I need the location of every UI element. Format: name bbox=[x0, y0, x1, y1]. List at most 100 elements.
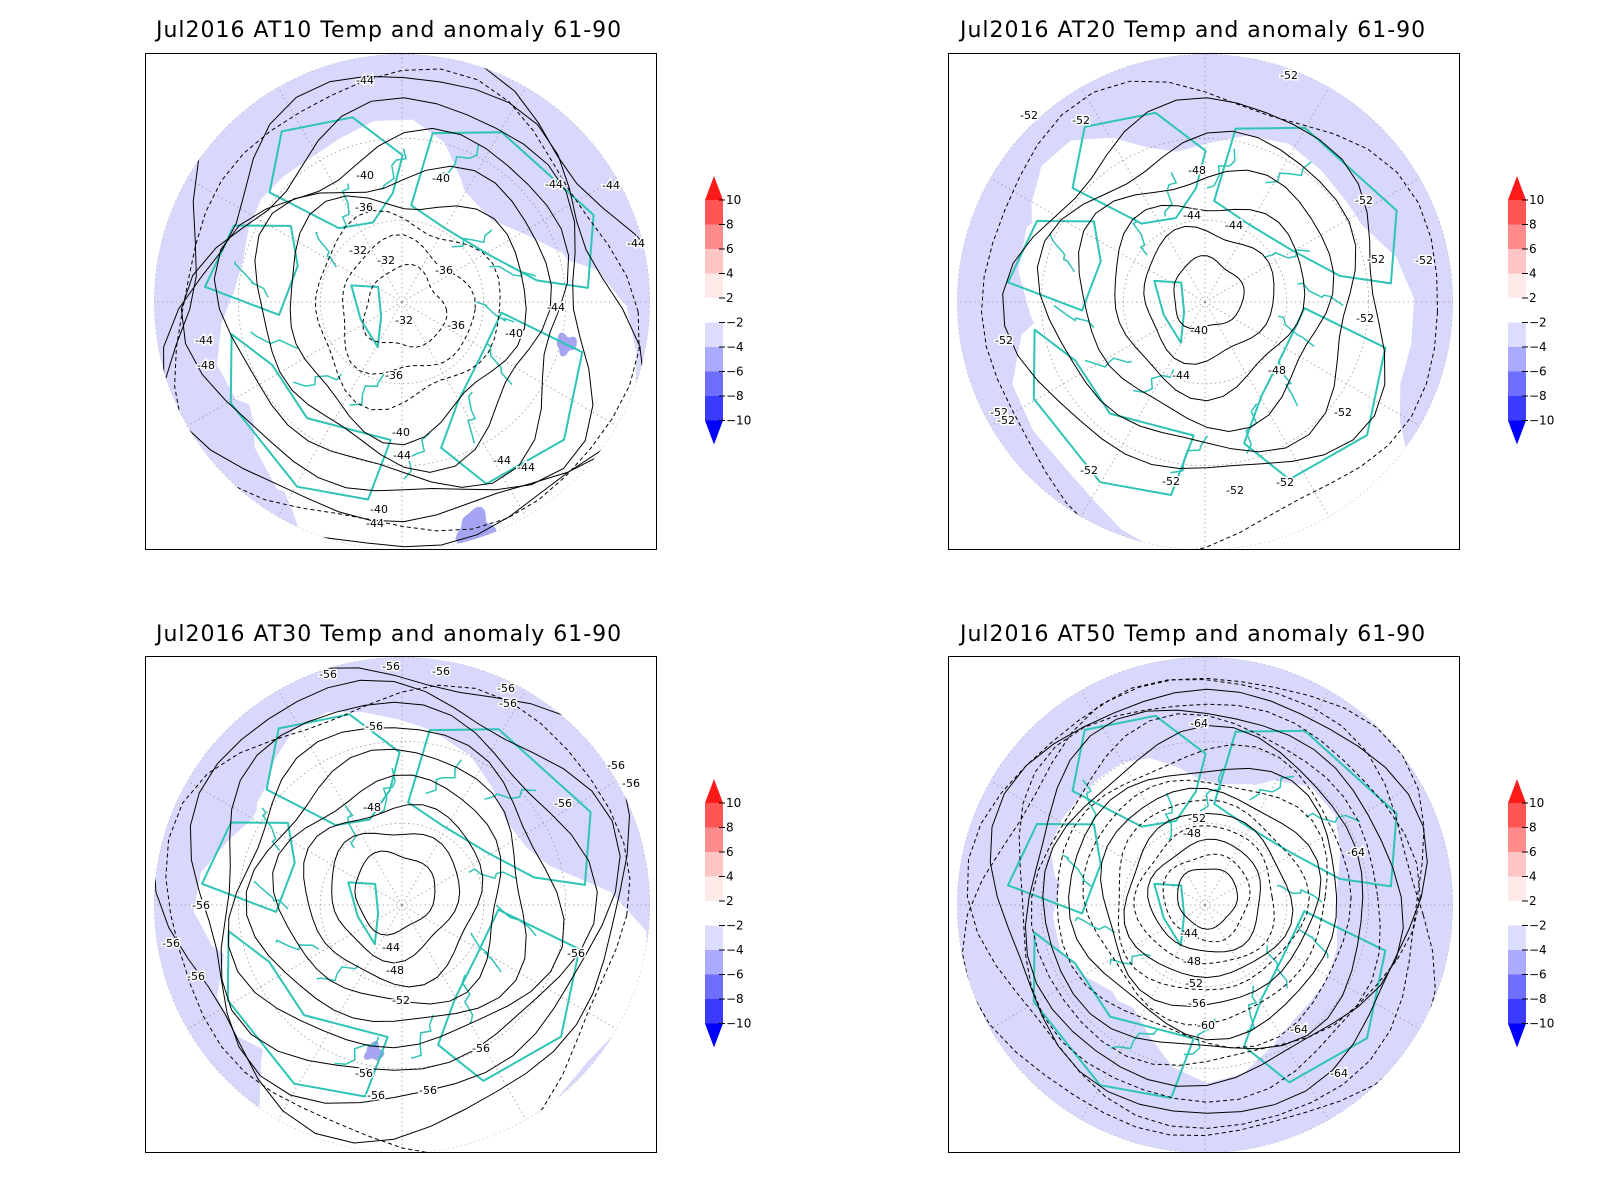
contour-label: -44 bbox=[366, 517, 384, 530]
temperature-contour bbox=[966, 677, 1425, 1129]
colorbar-segment bbox=[1508, 371, 1526, 396]
temperature-contour bbox=[1117, 799, 1310, 991]
border-line bbox=[486, 342, 513, 386]
temperature-contour bbox=[254, 165, 552, 473]
colorbar-label: −6 bbox=[1529, 365, 1547, 379]
contour-label: -56 bbox=[607, 759, 625, 772]
border-line bbox=[316, 964, 359, 982]
temperature-contour bbox=[331, 832, 461, 964]
border-line bbox=[250, 331, 299, 350]
temperature-contour bbox=[1123, 812, 1294, 979]
colorbar-segment bbox=[1508, 249, 1526, 274]
temperature-contour bbox=[1056, 744, 1352, 1049]
border-line bbox=[467, 391, 477, 444]
contour-label: -56 bbox=[567, 947, 585, 960]
map-content bbox=[154, 54, 650, 549]
contour-label: -64 bbox=[1290, 1023, 1308, 1036]
coastline bbox=[1071, 111, 1207, 225]
colorbar-segment bbox=[1508, 999, 1526, 1024]
contour-label: -44 bbox=[1225, 219, 1243, 232]
meridian-line bbox=[401, 904, 617, 1030]
contour-label: -52 bbox=[1415, 254, 1433, 267]
border-line bbox=[489, 265, 537, 278]
contour-label: -52 bbox=[1355, 194, 1373, 207]
coastline bbox=[268, 116, 404, 230]
contour-label: -40 bbox=[1190, 324, 1208, 337]
coastline bbox=[265, 713, 401, 827]
colorbar-segment bbox=[1508, 827, 1526, 852]
border-line bbox=[468, 868, 518, 880]
border-line bbox=[344, 804, 357, 849]
contour-label: -52 bbox=[997, 414, 1015, 427]
contour-label: -52 bbox=[1080, 464, 1098, 477]
contour-label: -52 bbox=[1334, 406, 1352, 419]
meridian-line bbox=[1080, 87, 1206, 303]
colorbar-segment bbox=[705, 371, 723, 396]
border-line bbox=[1277, 315, 1315, 348]
colorbar-label: 6 bbox=[726, 242, 734, 256]
contour-label: -64 bbox=[1190, 717, 1208, 730]
temperature-contour bbox=[1036, 130, 1357, 453]
colorbar-label: −10 bbox=[726, 1017, 751, 1031]
colorbar-segment bbox=[1508, 200, 1526, 225]
contour-label: -44 bbox=[545, 178, 563, 191]
colorbar-segment bbox=[1508, 224, 1526, 249]
colorbar-label: 4 bbox=[1529, 267, 1537, 281]
panel-title: Jul2016 AT10 Temp and anomaly 61-90 bbox=[156, 18, 623, 43]
meridian-line bbox=[401, 87, 527, 303]
contour-label: -52 bbox=[1276, 476, 1294, 489]
coastline bbox=[410, 131, 595, 289]
contour-label: -44 bbox=[1172, 369, 1190, 382]
contour-label: -48 bbox=[197, 359, 215, 372]
contour-label: -56 bbox=[497, 682, 515, 695]
contour-label: -52 bbox=[1280, 69, 1298, 82]
colorbar-segment bbox=[705, 224, 723, 249]
coastline bbox=[440, 311, 584, 485]
contour-label: -36 bbox=[435, 264, 453, 277]
colorbar-segment bbox=[705, 249, 723, 274]
contour-label: -44 bbox=[547, 301, 565, 314]
meridian-line bbox=[1204, 87, 1330, 303]
colorbar-segment bbox=[1508, 974, 1526, 999]
temperature-contour bbox=[1068, 767, 1338, 1041]
temperature-contour bbox=[1147, 838, 1262, 953]
neutral-anomaly-region bbox=[1052, 780, 1341, 1084]
colorbar-label: −8 bbox=[1529, 992, 1547, 1006]
contour-label: -56 bbox=[499, 697, 517, 710]
contour-label: -44 bbox=[356, 74, 374, 87]
colorbar-label: −8 bbox=[726, 389, 744, 403]
contour-label: -56 bbox=[367, 1089, 385, 1102]
border-line bbox=[349, 373, 385, 406]
colorbar-svg: 10 8 6 4 2 −2 −4 −6 −8 −10 bbox=[1508, 176, 1554, 445]
polar-map: -52 -52 -52 -48 -44 -44 -40 -44 -48 -52 -52 -52 -52-… bbox=[948, 53, 1460, 550]
anomaly-colorbar: 10 8 6 4 2 −2 −4 −6 −8 −10 bbox=[703, 176, 773, 456]
border-line bbox=[1264, 249, 1311, 259]
colorbar-label: −4 bbox=[726, 340, 744, 354]
temperature-contour bbox=[289, 195, 527, 446]
panel-title: Jul2016 AT20 Temp and anomaly 61-90 bbox=[960, 18, 1427, 43]
border-line bbox=[292, 373, 343, 387]
meridian-line bbox=[1080, 301, 1206, 517]
colorbar-label: 4 bbox=[726, 870, 734, 884]
colorbar-label: 2 bbox=[1529, 291, 1537, 305]
contour-label: -44 bbox=[1180, 927, 1198, 940]
temperature-contour bbox=[189, 679, 621, 1104]
polar-map-svg: -56 -56 -56 -56 -56 -56 -56 -48 -44 -48 -52 -56 -56 -… bbox=[154, 657, 650, 1152]
contour-label: -48 bbox=[1183, 955, 1201, 968]
colorbar-label: 2 bbox=[726, 894, 734, 908]
polar-map-svg: -44-40 -40-36-32-32-32-36-36-40-36-40-44-… bbox=[154, 54, 650, 549]
colorbar-label: −6 bbox=[726, 968, 744, 982]
anomaly-colorbar: 10 8 6 4 2 −2 −4 −6 −8 −10 bbox=[703, 779, 773, 1059]
colorbar-segment bbox=[705, 200, 723, 225]
contour-label: -44 bbox=[1183, 209, 1201, 222]
temperature-contour bbox=[1100, 787, 1322, 1007]
meridian-line bbox=[990, 177, 1206, 303]
contour-label: -36 bbox=[385, 369, 403, 382]
colorbar-arrow-bottom bbox=[705, 420, 723, 445]
coastline bbox=[407, 728, 592, 886]
meridian-line bbox=[1204, 904, 1420, 1030]
colorbar-label: −4 bbox=[1529, 340, 1547, 354]
colorbar-segment bbox=[1508, 803, 1526, 828]
temperature-contour bbox=[1031, 713, 1381, 1066]
border-line bbox=[1206, 148, 1236, 189]
